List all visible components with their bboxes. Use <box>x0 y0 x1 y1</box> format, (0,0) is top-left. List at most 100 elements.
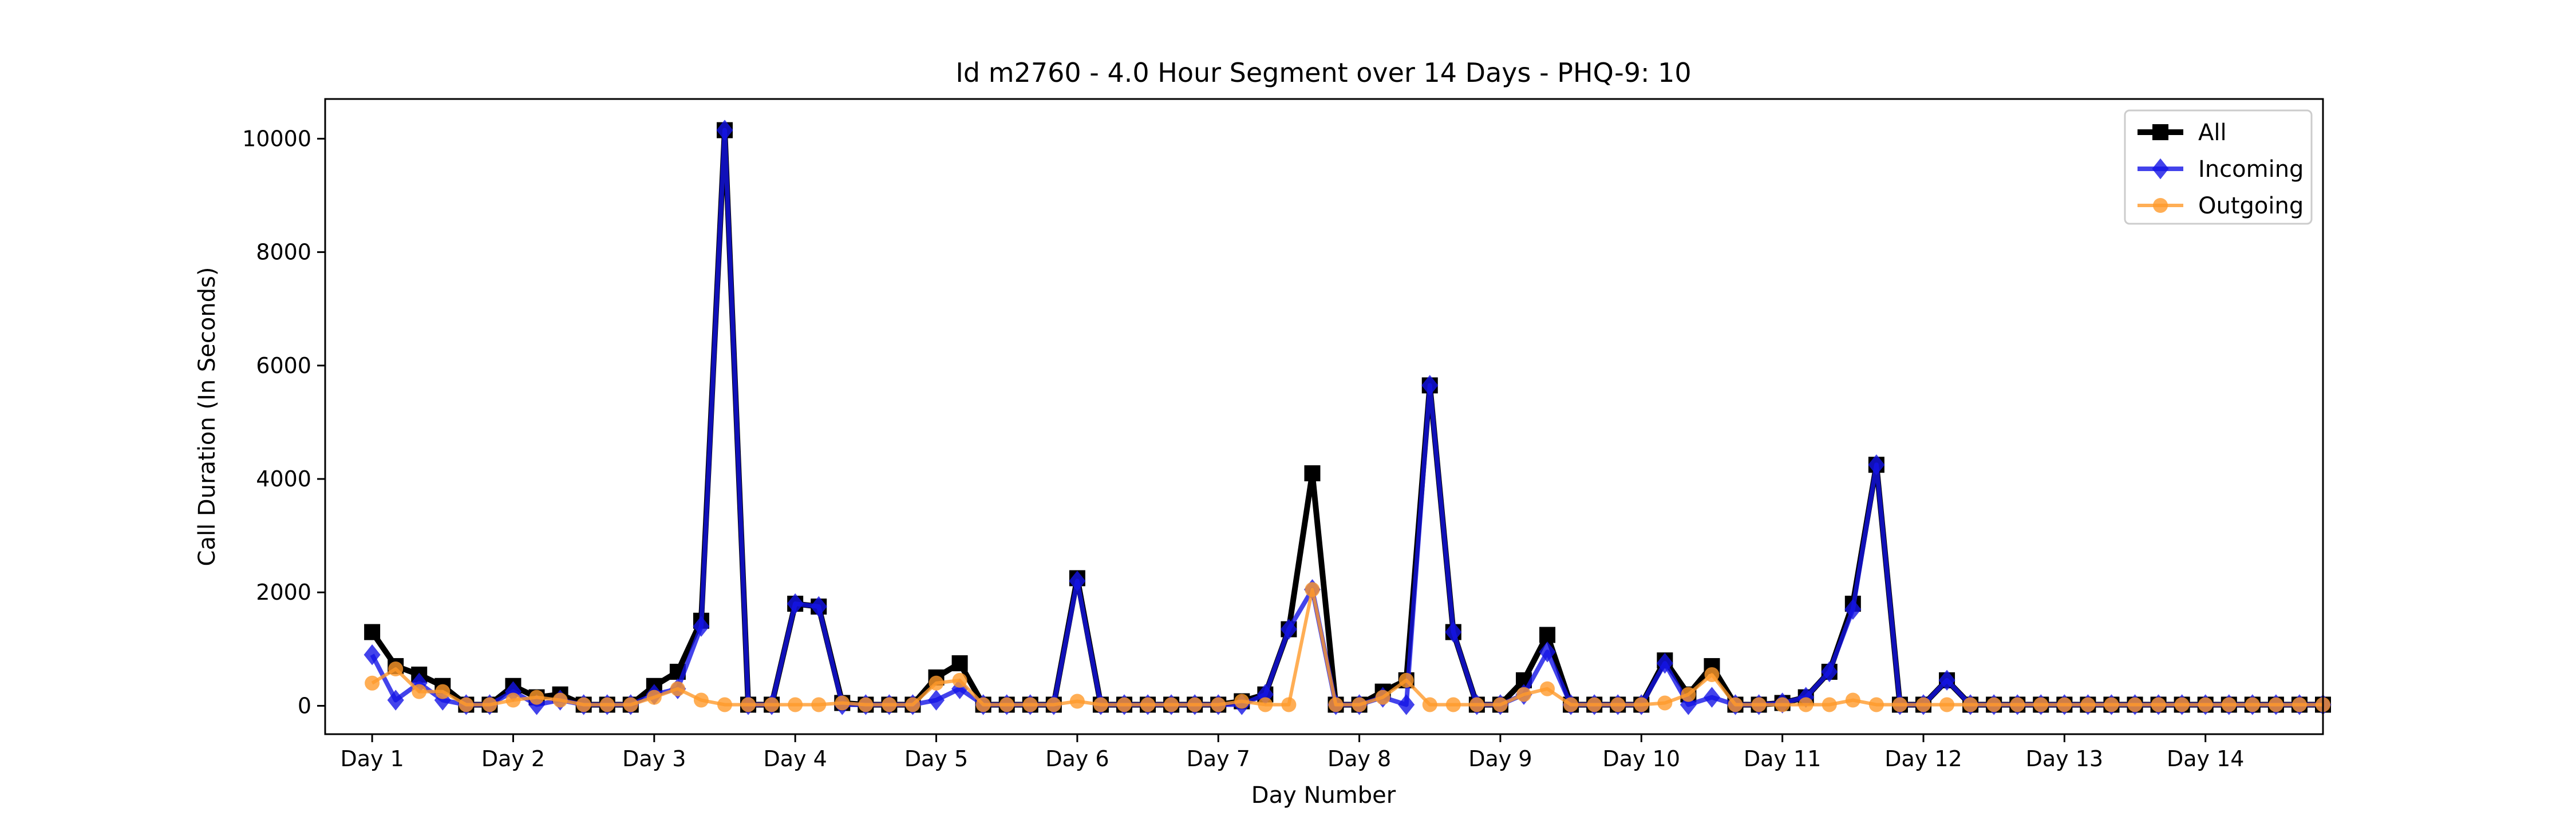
data-point <box>599 697 615 712</box>
data-point <box>1093 697 1108 712</box>
data-point <box>1117 697 1132 712</box>
data-point <box>1069 694 1085 709</box>
data-point <box>482 697 497 712</box>
data-point <box>2080 697 2096 712</box>
data-point <box>1069 571 1086 592</box>
data-point <box>835 695 850 711</box>
data-point <box>529 690 544 705</box>
data-point <box>2268 697 2283 712</box>
data-point <box>2221 697 2237 712</box>
data-point <box>364 644 381 665</box>
data-point <box>1751 697 1767 712</box>
data-point <box>787 593 804 615</box>
data-point <box>1986 697 2002 712</box>
x-tick-label: Day 9 <box>1468 746 1532 771</box>
data-point <box>1775 697 1790 712</box>
chart-title: Id m2760 - 4.0 Hour Segment over 14 Days… <box>955 57 1691 88</box>
data-point <box>459 697 474 712</box>
x-tick-label: Day 2 <box>481 746 545 771</box>
data-point <box>693 692 709 708</box>
y-axis-label: Call Duration (In Seconds) <box>194 267 220 566</box>
data-point <box>811 697 827 712</box>
x-tick-label: Day 8 <box>1327 746 1391 771</box>
data-point <box>2057 697 2072 712</box>
data-point <box>1892 697 1907 712</box>
data-point <box>905 697 920 712</box>
plot-area <box>364 120 2332 715</box>
data-point <box>1234 694 1250 709</box>
y-tick-label: 4000 <box>256 466 311 492</box>
y-axis: 0 2000 4000 6000 8000 10000 <box>242 126 325 718</box>
data-point <box>1304 465 1321 482</box>
x-tick-label: Day 3 <box>622 746 686 771</box>
data-point <box>810 596 827 617</box>
x-tick-label: Day 1 <box>340 746 404 771</box>
legend-marker <box>2152 158 2169 180</box>
data-point <box>1798 697 1814 712</box>
data-point <box>670 681 685 696</box>
data-point <box>2174 697 2190 712</box>
data-point <box>387 690 404 711</box>
data-point <box>646 690 662 705</box>
data-point <box>693 616 710 637</box>
data-point <box>1540 681 1555 696</box>
data-point <box>434 690 451 711</box>
legend-box <box>2124 109 2313 225</box>
x-axis-label: Day Number <box>1251 782 1396 809</box>
data-point <box>1187 697 1203 712</box>
x-tick-label: Day 13 <box>2026 746 2103 771</box>
data-point <box>764 697 780 712</box>
data-point <box>1140 697 1156 712</box>
legend-item-incoming: Incoming <box>2138 156 2304 183</box>
y-tick-label: 8000 <box>256 240 311 265</box>
data-point <box>1305 582 1320 597</box>
data-point <box>2033 697 2049 712</box>
data-point <box>1868 697 1884 712</box>
x-tick-label: Day 5 <box>904 746 968 771</box>
data-point <box>1939 697 1955 712</box>
plot-frame <box>324 98 2324 735</box>
y-tick-label: 10000 <box>242 126 311 151</box>
x-tick-label: Day 4 <box>764 746 827 771</box>
data-point <box>1728 697 1743 712</box>
data-point <box>1022 697 1038 712</box>
data-point <box>1845 692 1860 708</box>
legend-marker <box>2153 198 2168 213</box>
data-point <box>365 675 380 691</box>
series-outgoing <box>365 582 2330 712</box>
legend-item-outgoing: Outgoing <box>2138 193 2304 219</box>
data-point <box>412 684 427 699</box>
data-point <box>1634 697 1649 712</box>
data-point <box>1445 621 1462 643</box>
x-tick-label: Day 10 <box>1603 746 1680 771</box>
y-tick-label: 6000 <box>256 353 311 378</box>
data-point <box>2104 697 2119 712</box>
data-point <box>1328 697 1344 712</box>
y-tick-label: 0 <box>298 693 311 718</box>
data-point <box>2291 697 2307 712</box>
data-point <box>1657 695 1673 711</box>
data-point <box>1963 697 1978 712</box>
data-point <box>1916 697 1931 712</box>
data-point <box>1375 690 1390 705</box>
data-point <box>788 697 803 712</box>
data-point <box>435 684 451 699</box>
x-tick-label: Day 11 <box>1744 746 1821 771</box>
data-point <box>882 697 897 712</box>
legend: All Incoming Outgoing <box>2124 109 2313 225</box>
data-point <box>1703 687 1721 708</box>
data-point <box>505 692 521 708</box>
data-point <box>929 675 944 691</box>
data-point <box>1539 641 1556 663</box>
legend-label: Outgoing <box>2198 193 2304 219</box>
y-tick-label: 2000 <box>256 580 311 605</box>
data-point <box>1844 599 1862 620</box>
data-point <box>623 697 638 712</box>
data-point <box>717 697 732 712</box>
data-point <box>2198 697 2213 712</box>
data-point <box>1445 697 1461 712</box>
data-point <box>364 624 381 640</box>
data-point <box>2127 697 2143 712</box>
data-point <box>1398 672 1414 688</box>
